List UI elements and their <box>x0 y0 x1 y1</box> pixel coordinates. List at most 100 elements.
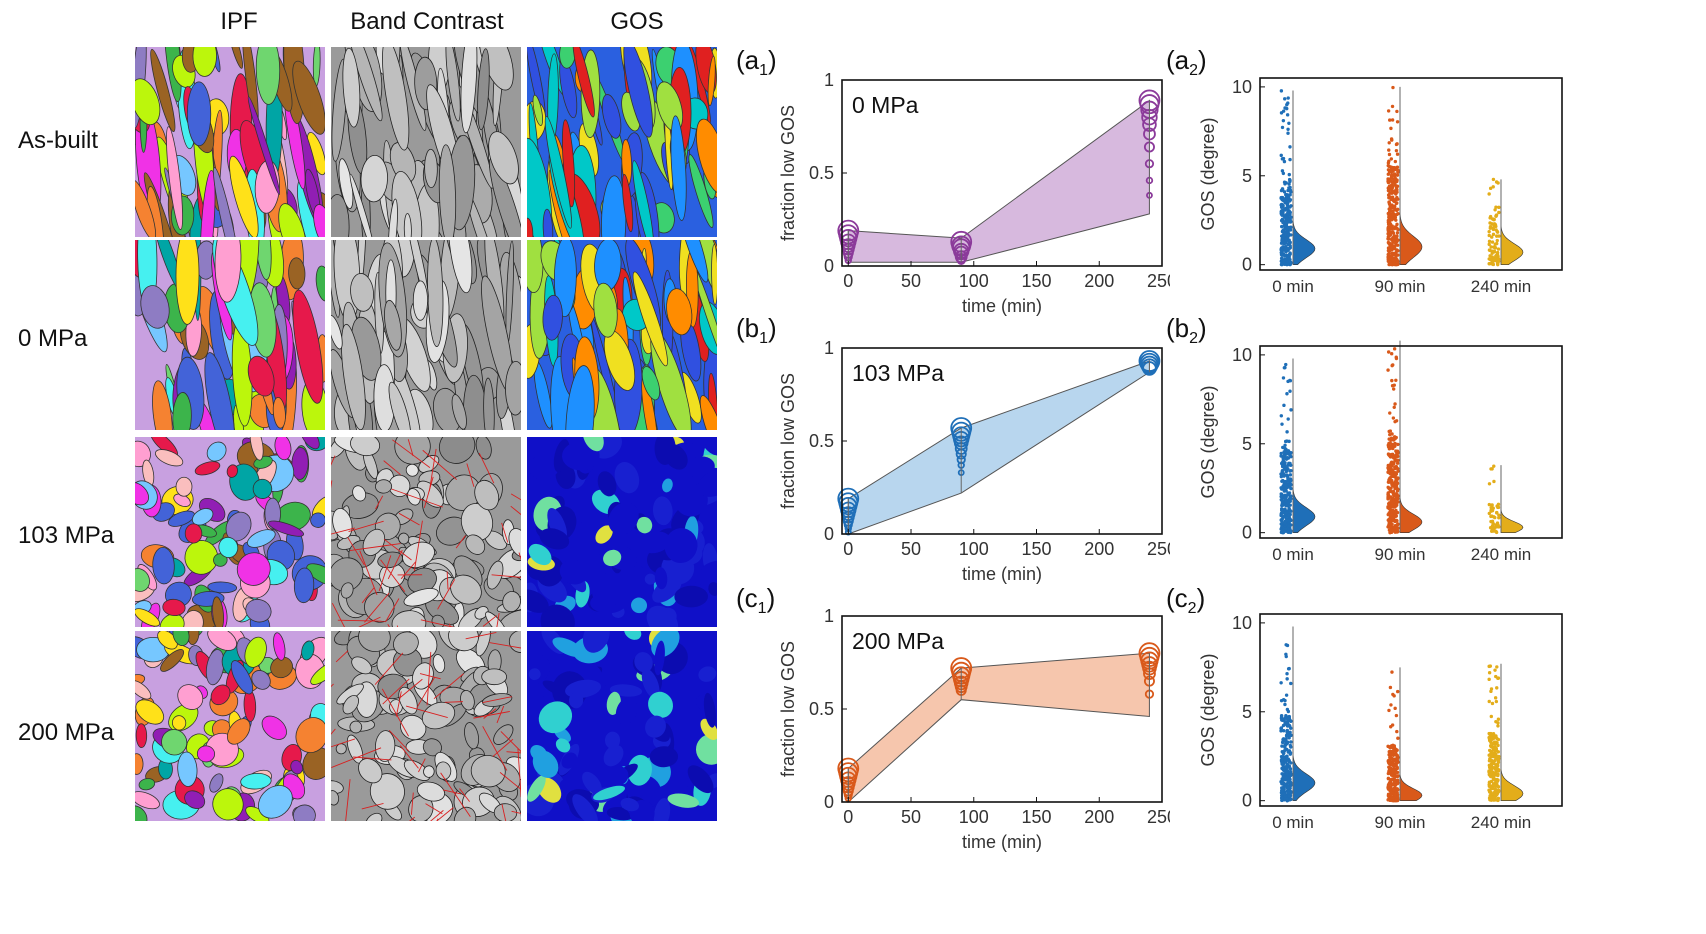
grain <box>247 355 275 397</box>
gos-point <box>1386 172 1391 176</box>
y-tick-label: 1 <box>824 70 834 90</box>
grain <box>310 661 325 685</box>
gos-point <box>1287 257 1291 262</box>
grain <box>365 812 383 821</box>
twin-boundary <box>492 738 514 757</box>
gos-point <box>1289 215 1293 219</box>
gos-point <box>1495 238 1499 243</box>
grain <box>451 394 467 430</box>
y-tick-label: 10 <box>1232 613 1252 633</box>
gos-point <box>1391 416 1396 420</box>
grain <box>569 692 584 709</box>
gos-point <box>1287 177 1292 182</box>
gos-point <box>1496 505 1500 510</box>
gos-point <box>1395 527 1399 532</box>
grain <box>207 581 238 594</box>
gos-point <box>1395 479 1399 483</box>
twin-boundary <box>331 728 336 735</box>
gos-point <box>1390 118 1395 122</box>
twin-boundary <box>348 520 384 533</box>
gos-point <box>1285 771 1290 776</box>
grain <box>641 366 661 401</box>
gos-point <box>1286 785 1290 790</box>
map-image <box>527 631 717 821</box>
gos-point <box>1489 529 1494 533</box>
gos-point <box>1393 241 1398 246</box>
gos-point <box>1283 743 1288 747</box>
gos-point <box>1395 152 1400 156</box>
gos-point <box>1392 745 1396 750</box>
gos-point <box>1289 773 1293 777</box>
gos-point <box>1387 429 1391 434</box>
gos-point <box>1490 759 1495 763</box>
gos-point <box>1395 165 1399 170</box>
gos-point <box>1280 766 1284 771</box>
gos-point <box>1489 744 1493 748</box>
gos-point <box>1386 350 1391 354</box>
grain <box>350 273 374 312</box>
gos-point <box>1387 504 1391 508</box>
gos-point <box>1280 157 1285 161</box>
grain <box>140 285 170 329</box>
gos-point <box>1286 205 1290 210</box>
grain <box>270 656 293 679</box>
twin-boundary <box>383 538 412 561</box>
gos-point <box>1279 212 1284 217</box>
grain <box>423 765 435 778</box>
gos-point <box>1285 392 1289 396</box>
column-header-gos: GOS <box>610 8 664 35</box>
gos-point <box>1489 790 1493 795</box>
gos-point <box>1282 159 1287 164</box>
gos-point <box>1386 492 1390 496</box>
gos-point <box>1493 748 1497 752</box>
gos-point <box>1279 224 1284 229</box>
gos-point <box>1280 772 1284 776</box>
gos-point <box>1487 192 1491 196</box>
gos-point <box>1286 449 1291 453</box>
gos-point <box>1288 719 1293 723</box>
gos-point <box>1394 378 1398 383</box>
gos-point <box>1286 220 1291 224</box>
grain <box>160 649 185 672</box>
gos-point <box>1284 654 1288 659</box>
gos-point <box>1287 172 1291 177</box>
grain <box>603 549 622 567</box>
grain <box>697 469 717 497</box>
gos-point <box>1394 713 1399 718</box>
gos-point <box>1387 152 1392 157</box>
gos-point <box>1288 743 1293 748</box>
grain <box>707 55 716 107</box>
gos-point <box>1389 513 1394 517</box>
twin-boundary <box>353 756 392 761</box>
gos-point <box>1493 783 1497 788</box>
gos-point <box>1389 773 1394 777</box>
gos-point <box>1396 469 1400 473</box>
gos-point <box>1388 411 1392 415</box>
grain <box>302 747 325 780</box>
gos-point <box>1494 699 1499 704</box>
gos-point <box>1279 715 1284 719</box>
gos-point <box>1279 414 1284 418</box>
panel-label-a1: (a1) <box>736 45 777 80</box>
gos-point <box>1494 254 1498 258</box>
grain <box>214 240 242 303</box>
twin-boundary <box>501 804 507 821</box>
gos-point <box>1487 242 1491 247</box>
grain <box>292 60 325 135</box>
y-tick-label: 0.5 <box>809 163 834 183</box>
gos-point <box>1393 792 1397 796</box>
x-tick-label: 100 <box>959 807 989 827</box>
row-label-0-mpa: 0 MPa <box>18 325 88 352</box>
grain <box>369 773 405 810</box>
gos-point <box>1394 750 1398 754</box>
grain <box>135 791 160 810</box>
grain <box>412 280 428 321</box>
gos-point <box>1388 525 1392 529</box>
gos-point <box>1279 241 1284 245</box>
grain <box>623 47 653 138</box>
gos-point <box>1283 496 1287 501</box>
grain <box>364 592 395 623</box>
gos-point <box>1489 689 1493 694</box>
gos-point <box>1496 758 1501 762</box>
gos-point <box>1395 795 1400 799</box>
